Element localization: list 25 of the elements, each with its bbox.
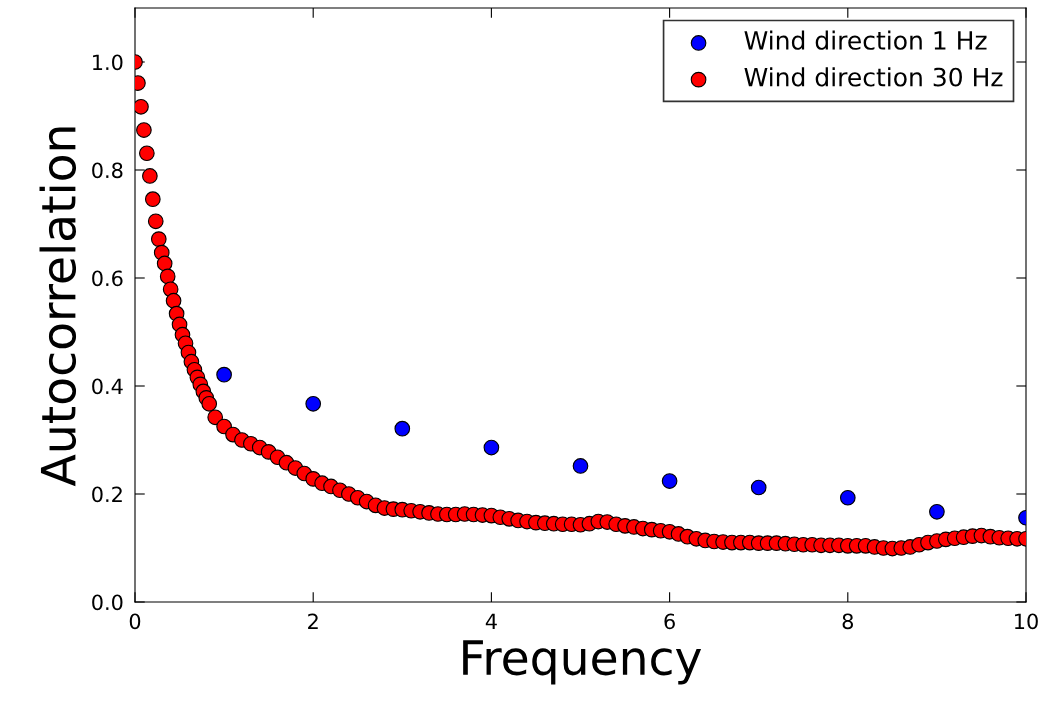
x-axis-title: Frequency: [463, 640, 702, 685]
y-tick-label: 1.0: [93, 54, 123, 71]
point: [839, 489, 856, 506]
point: [929, 503, 945, 520]
legend-label: Wind direction 30 Hz: [744, 67, 1003, 87]
point: [305, 395, 322, 412]
point: [750, 479, 767, 496]
point: [216, 366, 232, 383]
x-tick-label: 10: [1015, 613, 1038, 630]
x-tick-label: 4: [485, 613, 497, 629]
y-tick-label: 0.0: [92, 594, 123, 611]
point: [483, 439, 500, 456]
x-tick-label: 8: [842, 613, 853, 630]
y-tick-label: 0.8: [92, 162, 123, 179]
x-tick-label: 0: [129, 613, 141, 630]
y-tick-label: 0.4: [92, 378, 123, 395]
point: [394, 420, 411, 437]
x-tick-label: 6: [664, 613, 675, 630]
y-tick-label: 0.2: [92, 486, 122, 503]
y-tick-label: 0.6: [92, 270, 123, 287]
y-axis-title: Autocorrelation: [39, 127, 77, 487]
point: [661, 473, 678, 489]
x-tick-label: 2: [308, 613, 318, 629]
point: [572, 458, 589, 474]
legend-label: Wind direction 1 Hz: [744, 30, 987, 50]
